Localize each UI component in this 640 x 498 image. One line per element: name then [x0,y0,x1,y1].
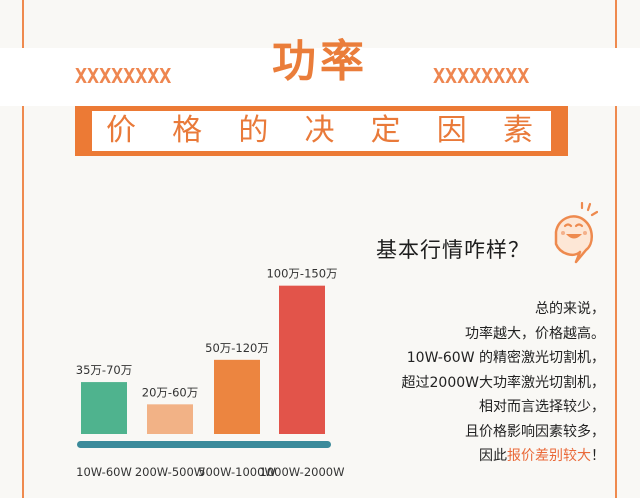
subtitle-banner: 价 格 的 决 定 因 素 [75,106,568,156]
summary-line: 超过2000W大功率激光切割机， [401,374,605,391]
chart-category-label: 1000W-2000W [260,465,345,479]
chart-bar [279,285,325,434]
subtitle-char: 因 [436,113,467,148]
chart-category-label: 200W-500W [135,465,205,479]
summary-line-last: 因此报价差别较大！ [402,444,605,469]
subtitle-char: 价 [106,113,136,148]
chart-category-label: 10W-60W [76,465,132,479]
chart-bar [214,359,260,434]
question-heading: 基本行情咋样？ [376,238,530,262]
summary-prefix: 因此 [479,448,507,464]
page-title: 功率 [272,36,368,87]
decor-x-right: XXXXXXXX [433,64,530,88]
chart-value-label: 100万-150万 [266,267,337,281]
left-border-line [22,0,24,498]
chart-value-label: 35万-70万 [76,363,132,377]
summary-line: 功率越大，价格越高。 [465,325,605,342]
summary-text: 总的来说， 功率越大，价格越高。 10W-60W 的精密激光切割机， 超过200… [402,297,605,469]
subtitle-char: 定 [370,113,401,148]
chart-category-label: 500W-1000W [198,465,276,479]
right-border-line [615,0,617,498]
chart-value-label: 50万-120万 [205,341,269,355]
summary-line: 10W-60W 的精密激光切割机， [406,350,605,366]
summary-line: 且价格影响因素较多， [465,423,605,440]
decor-x-left: XXXXXXXX [75,64,172,88]
subtitle-char: 的 [238,113,269,148]
subtitle-char: 决 [304,113,335,148]
chart-value-label: 20万-60万 [142,385,198,399]
title-band [0,48,640,106]
subtitle-inner: 价 格 的 决 定 因 素 [92,111,551,151]
chart-bar [147,404,193,434]
smiley-mascot-icon [554,202,598,264]
subtitle-char: 素 [502,113,533,148]
summary-suffix: ！ [591,448,605,464]
subtitle-char: 格 [172,113,203,148]
summary-line: 相对而言选择较少， [479,399,605,415]
summary-highlight: 报价差别较大 [507,448,591,464]
chart-bar [81,382,127,434]
chart-axis-line [77,441,331,448]
summary-line: 总的来说， [535,301,605,317]
